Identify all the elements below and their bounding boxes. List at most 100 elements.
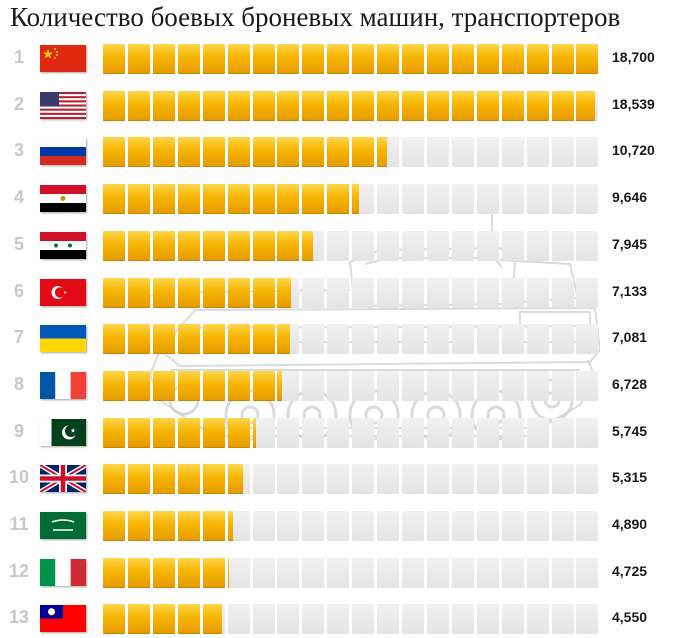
bar-segment-filled [277,370,282,401]
bar [103,90,600,121]
bar-segment-filled [277,90,300,121]
bar-segment-empty [476,511,499,541]
bar-segment-empty [501,417,524,448]
bar-row: 8 6,728 [0,367,700,405]
bar-segment-filled [227,370,250,401]
bar-segment-filled [202,604,222,635]
bar-segment-empty [451,557,474,588]
rank-label: 11 [9,514,29,534]
bar-segment-filled [103,464,125,495]
bar-segment-empty [252,464,275,495]
bar-segment-empty [352,230,375,261]
bar-segment-empty [352,324,375,355]
bar-segment-empty [576,184,599,215]
bar-segment-filled [177,557,200,588]
bar-segment-empty [402,604,425,635]
bar-segment-empty [501,511,524,541]
bar-segment-empty [352,511,375,541]
bar-segment-filled [277,137,300,168]
value-label: 6,728 [612,375,648,392]
bar-segment-filled [277,277,292,308]
bar-segment-empty [377,277,400,308]
bar-segment-empty [476,417,499,448]
bar-segment-filled [302,230,314,261]
bar-segment-filled [227,464,243,495]
italy-flag [40,559,86,586]
bar-segment-filled [127,604,150,635]
bar-segment-empty [576,230,599,261]
bar-segment-empty [302,324,325,355]
bar-segment-filled [152,44,175,74]
bar-segment-empty [551,557,574,588]
bar [103,464,600,495]
rank-label: 12 [8,560,30,581]
bar-segment-empty [252,417,275,448]
bar-segment-filled [103,557,125,588]
bar-segment-empty [526,511,549,541]
bar-segment-empty [576,417,599,448]
bar-segment-filled [103,604,125,635]
bar-segment-empty [576,604,599,635]
taiwan-flag [40,605,86,632]
bar-segment-empty [501,464,524,495]
bar-segment-filled [252,370,275,401]
bar-segment-empty [451,137,474,168]
bar-segment-empty [526,557,549,588]
value-label: 4,550 [612,609,648,626]
bar-segment-empty [451,511,474,541]
bar-segment-empty [252,557,275,588]
egypt-flag [40,185,86,212]
bar-segment-filled [103,277,125,308]
france-flag [40,372,86,399]
bar-segment-empty [526,324,549,355]
bar-segment-empty [352,370,375,401]
bar-row: 6 7,133 [0,274,700,312]
bar-segment-filled [202,90,225,121]
bar-segment-empty [501,230,524,261]
bar-segment-empty [352,277,375,308]
bar-segment-empty [426,604,449,635]
bar-segment-filled [252,137,275,168]
bar-segment-filled [152,604,175,635]
bar-segment-empty [451,464,474,495]
bar-segment-empty [526,277,549,308]
bar-segment-filled [576,44,599,74]
bar-segment-empty [551,137,574,168]
bar-segment-empty [526,184,549,215]
bar-segment-empty [551,511,574,541]
bar-segment-empty [501,137,524,168]
value-label: 7,945 [612,235,648,252]
bar-segment-empty [252,604,275,635]
bar-segment-filled [227,324,250,355]
bar-segment-filled [202,557,225,588]
bar-segment-empty [451,417,474,448]
bar-segment-empty [576,511,599,541]
bar-segment-empty [402,557,425,588]
bar-segment-filled [127,90,150,121]
bar-segment-filled [227,44,250,74]
bar-segment-empty [327,417,350,448]
value-label: 10,720 [612,142,655,159]
bar-segment-filled [127,137,150,168]
bar-segment-empty [277,557,300,588]
bar-segment-empty [327,464,350,495]
bar-segment-empty [476,557,499,588]
bar-segment-filled [103,44,125,74]
bar [103,557,600,588]
bar-segment-filled [202,184,225,215]
bar-segment-empty [327,324,350,355]
bar-segment-empty [377,370,400,401]
bar-segment-filled [252,44,275,74]
bar-segment-empty [526,464,549,495]
rank-label: 10 [8,467,30,488]
bar-segment-empty [277,417,300,448]
bar-segment-filled [377,44,400,74]
bar-segment-filled [202,44,225,74]
bar-segment-filled [103,230,125,261]
bar-segment-filled [352,44,375,74]
bar-segment-empty [476,464,499,495]
bar-segment-filled [127,230,150,261]
bar-segment-filled [152,324,175,355]
bar-segment-empty [501,324,524,355]
bar-segment-filled [277,44,300,74]
